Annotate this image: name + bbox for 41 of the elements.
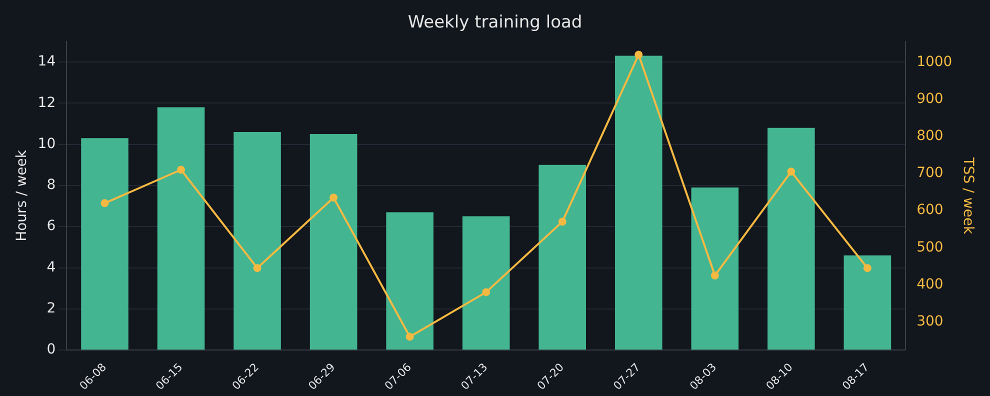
y-tick-label: 12 bbox=[38, 94, 56, 111]
bar bbox=[234, 132, 281, 350]
point bbox=[177, 166, 186, 174]
y-axis-title: Hours / week bbox=[14, 149, 30, 242]
point bbox=[100, 199, 109, 208]
y-tick-label: 14 bbox=[38, 54, 56, 70]
y2-tick-label: 400 bbox=[916, 276, 944, 292]
bar bbox=[844, 255, 892, 350]
bar bbox=[386, 212, 434, 350]
chart-title: Weekly training load bbox=[408, 12, 582, 33]
bar bbox=[157, 107, 205, 350]
y-tick-label: 0 bbox=[46, 342, 56, 358]
bar bbox=[768, 128, 815, 350]
point bbox=[482, 288, 490, 296]
bar bbox=[310, 134, 358, 350]
bar bbox=[81, 138, 128, 350]
point bbox=[863, 264, 872, 272]
y-tick-label: 2 bbox=[46, 300, 56, 317]
y2-tick-label: 700 bbox=[916, 165, 944, 182]
y-tick-label: 6 bbox=[46, 218, 56, 234]
y-tick-label: 10 bbox=[38, 136, 56, 152]
point bbox=[787, 168, 796, 176]
point bbox=[253, 264, 262, 272]
bar bbox=[691, 188, 739, 350]
y2-tick-label: 900 bbox=[916, 90, 944, 107]
y-tick-label: 8 bbox=[46, 177, 56, 194]
y2-axis-title: TSS / week bbox=[960, 156, 976, 235]
y2-tick-label: 600 bbox=[916, 202, 944, 218]
y2-tick-label: 1000 bbox=[916, 54, 952, 70]
bar bbox=[538, 164, 586, 350]
point bbox=[406, 332, 414, 341]
bar bbox=[614, 56, 662, 350]
point bbox=[634, 50, 643, 59]
point bbox=[710, 271, 719, 280]
y2-tick-label: 800 bbox=[916, 128, 944, 144]
point bbox=[330, 194, 338, 202]
bar bbox=[462, 216, 510, 350]
y2-tick-label: 500 bbox=[916, 239, 944, 256]
y2-tick-label: 300 bbox=[916, 314, 944, 330]
point bbox=[558, 218, 566, 226]
y-tick-label: 4 bbox=[46, 259, 56, 276]
